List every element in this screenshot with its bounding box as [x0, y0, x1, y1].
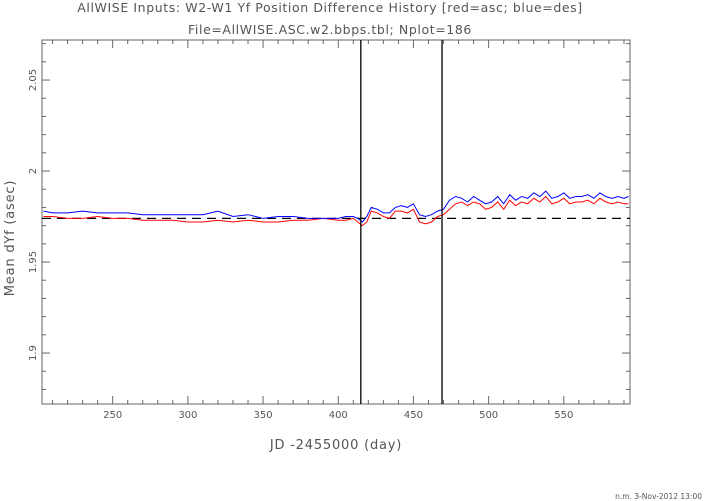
x-axis-label: JD -2455000 (day) [269, 438, 402, 453]
y-tick-label: 2 [28, 168, 39, 174]
series-line-1 [43, 190, 629, 223]
x-tick-label: 550 [554, 410, 573, 421]
x-tick-label: 500 [479, 410, 498, 421]
x-tick-label: 250 [103, 410, 122, 421]
y-axis-label: Mean dYf (asec) [3, 180, 18, 296]
plot-area: 250 300 350 400 450 500 550 1.9 1.95 2 2.05 [28, 39, 631, 421]
x-tick-label: 350 [254, 410, 273, 421]
y-tick-label: 1.9 [28, 345, 39, 361]
y-tick-label: 1.95 [28, 251, 39, 273]
series-line-0 [43, 195, 629, 227]
x-tick-label: 400 [329, 410, 348, 421]
y-tick-label: 2.05 [28, 69, 39, 91]
chart-subtitle: File=AllWISE.ASC.w2.bbps.tbl; Nplot=186 [188, 22, 472, 37]
footer-timestamp: n.m. 3-Nov-2012 13:00 [615, 492, 702, 501]
x-tick-label: 300 [178, 410, 197, 421]
plot-frame [41, 39, 631, 405]
x-tick-label: 450 [404, 410, 423, 421]
chart-title: AllWISE Inputs: W2-W1 Yf Position Differ… [77, 0, 583, 15]
